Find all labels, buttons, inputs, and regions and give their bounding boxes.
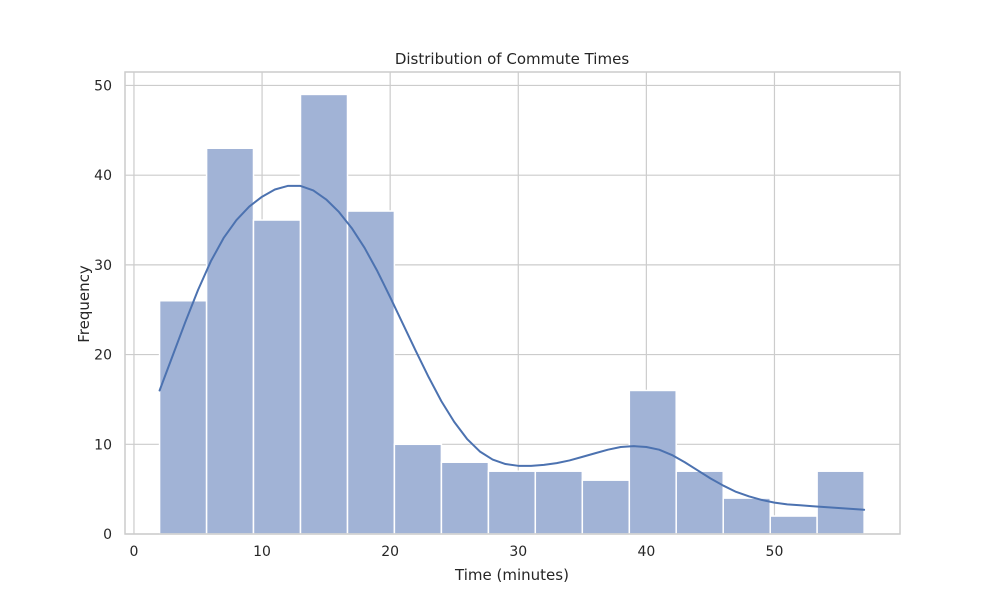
histogram-bar (440, 461, 490, 535)
histogram-bar (252, 219, 302, 535)
chart-title: Distribution of Commute Times (395, 50, 629, 68)
x-tick-label: 10 (253, 544, 271, 560)
y-tick-label: 30 (94, 258, 112, 274)
histogram-bar (816, 470, 865, 535)
x-tick-label: 40 (637, 544, 655, 560)
x-tick-label: 0 (130, 544, 139, 560)
tick-labels: 0 10 20 30 40 50 0 10 20 30 40 50 (94, 78, 783, 560)
histogram-bar (769, 515, 818, 535)
histogram-bar (393, 443, 443, 535)
histogram-bar (487, 470, 537, 535)
kde-line (158, 184, 866, 511)
y-tick-label: 10 (94, 437, 112, 453)
y-tick-label: 0 (103, 527, 112, 543)
histogram-bar (628, 389, 677, 535)
kde-layer (158, 184, 866, 511)
y-tick-label: 50 (94, 78, 112, 94)
axes-frame (124, 71, 901, 535)
histogram-bar (534, 470, 584, 535)
histogram-bar (581, 479, 631, 535)
x-tick-label: 20 (381, 544, 399, 560)
histogram-bar (299, 93, 349, 535)
x-axis-title: Time (minutes) (454, 566, 569, 584)
histogram-bar (722, 497, 771, 535)
x-tick-label: 50 (766, 544, 784, 560)
histogram-bar (205, 147, 255, 535)
bars (158, 93, 865, 535)
y-tick-label: 20 (94, 348, 112, 364)
x-tick-label: 30 (509, 544, 527, 560)
y-tick-label: 40 (94, 168, 112, 184)
histogram-bar (158, 300, 208, 535)
y-axis-title: Frequency (75, 265, 93, 343)
